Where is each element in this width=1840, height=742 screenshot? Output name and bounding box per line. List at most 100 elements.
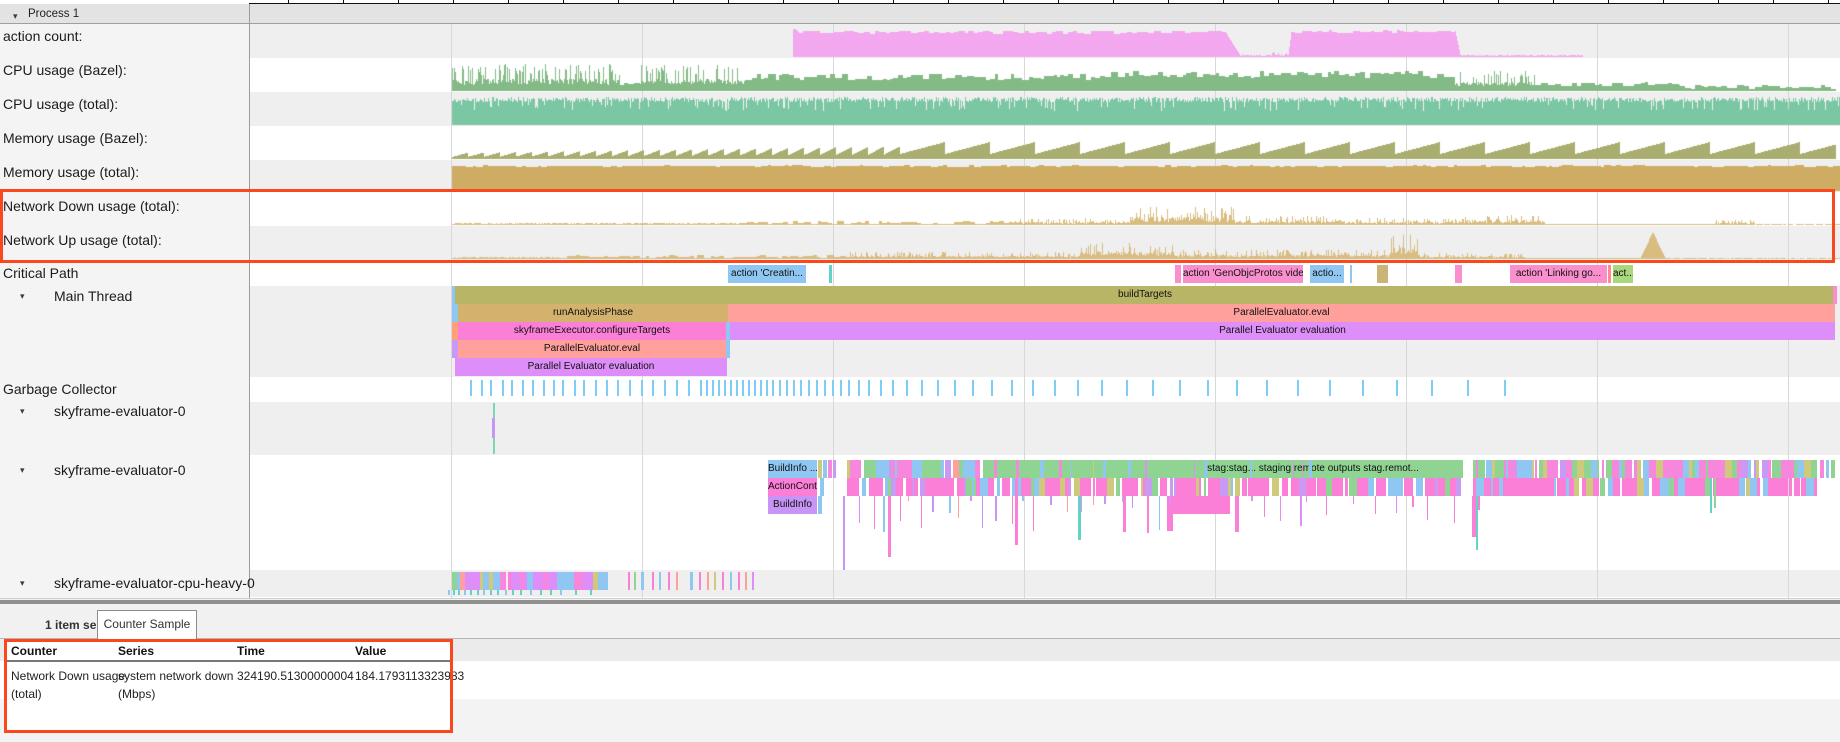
evaluator-slice[interactable] (1776, 460, 1781, 478)
cpu-heavy-subslice[interactable] (540, 590, 542, 595)
evaluator-slice[interactable] (1584, 460, 1591, 478)
cpu-heavy-slice[interactable] (738, 572, 740, 590)
cpu-heavy-subslice[interactable] (470, 590, 472, 595)
evaluator-slice[interactable] (1572, 460, 1577, 478)
gc-event-tick[interactable] (574, 380, 576, 396)
evaluator-slice[interactable] (914, 478, 918, 496)
evaluator-slice[interactable] (1499, 478, 1503, 496)
evaluator-spike[interactable] (995, 496, 997, 521)
evaluator-slice[interactable] (1652, 478, 1656, 496)
evaluator-slice[interactable] (1501, 460, 1504, 478)
evaluator-spike[interactable] (1050, 496, 1052, 505)
main-thread-slice[interactable] (726, 322, 730, 340)
evaluator-slice[interactable] (1100, 478, 1103, 496)
evaluator-slice[interactable] (1306, 478, 1311, 496)
critical-path-slice[interactable]: act... (1613, 265, 1633, 283)
evaluator-slice[interactable] (1069, 478, 1071, 496)
evaluator-slice[interactable] (882, 460, 889, 478)
evaluator-slice[interactable] (1495, 460, 1501, 478)
gc-event-tick[interactable] (583, 380, 585, 396)
evaluator-slice[interactable] (1683, 460, 1689, 478)
gc-event-tick[interactable] (1297, 380, 1299, 396)
evaluator-slice[interactable] (864, 460, 871, 478)
gc-event-tick[interactable] (1236, 380, 1238, 396)
evaluator-slice[interactable] (920, 478, 925, 496)
cpu-heavy-subslice[interactable] (483, 590, 485, 595)
evaluator-slice[interactable] (1379, 478, 1386, 496)
main-thread-slice[interactable]: runAnalysisPhase (458, 304, 728, 322)
evaluator-sliver[interactable] (1092, 460, 1094, 478)
evaluator-slice[interactable] (1554, 478, 1556, 496)
gc-event-tick[interactable] (543, 380, 545, 396)
critical-path-slice[interactable] (1175, 265, 1181, 283)
evaluator-sliver[interactable] (1302, 460, 1304, 478)
evaluator-slice[interactable] (1012, 478, 1015, 496)
evaluator-slice[interactable] (1612, 460, 1619, 478)
evaluator-slice[interactable] (897, 460, 899, 478)
evaluator-slice[interactable] (1491, 478, 1493, 496)
main-thread-slice[interactable] (726, 340, 730, 358)
evaluator-spike[interactable] (1427, 496, 1428, 520)
gc-event-tick[interactable] (532, 380, 534, 396)
evaluator-slice[interactable] (1540, 478, 1547, 496)
gc-event-tick[interactable] (779, 380, 781, 396)
evaluator-slice[interactable] (1637, 478, 1644, 496)
evaluator-slice[interactable] (1103, 478, 1107, 496)
critical-path-slice[interactable]: action 'Linking go... (1510, 265, 1607, 283)
cpu-heavy-slice[interactable] (593, 572, 598, 590)
gc-event-tick[interactable] (766, 380, 768, 396)
table-cell[interactable]: 324190.51300000004 (237, 669, 354, 683)
evaluator-spike[interactable] (1396, 496, 1397, 513)
evaluator-spike[interactable] (1067, 496, 1068, 512)
cpu-heavy-subslice[interactable] (505, 590, 507, 595)
evaluator-slice[interactable] (1353, 478, 1357, 496)
process-header[interactable]: ▾ Process 1 (0, 4, 1840, 24)
evaluator-sliver[interactable] (1040, 460, 1042, 478)
evaluator-slice[interactable] (1026, 478, 1031, 496)
cpu-heavy-slice[interactable] (566, 572, 574, 590)
evaluator-spike[interactable] (1169, 496, 1171, 505)
evaluator-slice[interactable] (1705, 478, 1712, 496)
evaluator-slice[interactable] (1122, 478, 1129, 496)
gc-event-tick[interactable] (868, 380, 870, 396)
cpu-heavy-subslice[interactable] (512, 590, 514, 595)
gc-event-tick[interactable] (712, 380, 714, 396)
cpu-heavy-subslice[interactable] (560, 590, 562, 595)
evaluator-slice[interactable] (1133, 478, 1138, 496)
evaluator-slice[interactable] (1814, 478, 1817, 496)
evaluator-slice[interactable] (1566, 478, 1569, 496)
evaluator-sliver[interactable] (1193, 460, 1195, 478)
evaluator-slice[interactable] (1526, 460, 1532, 478)
evaluator-spike[interactable] (1147, 496, 1149, 533)
evaluator-slice[interactable] (1772, 460, 1776, 478)
evaluator-slice[interactable] (1806, 478, 1809, 496)
evaluator-slice[interactable] (1715, 460, 1720, 478)
evaluator-slice[interactable] (1637, 460, 1641, 478)
evaluator-slice[interactable] (1794, 478, 1800, 496)
evaluator-sliver[interactable] (1203, 460, 1207, 478)
gc-event-tick[interactable] (1207, 380, 1209, 396)
evaluator-slice[interactable] (1680, 460, 1683, 478)
evaluator-slice[interactable] (945, 460, 951, 478)
evaluator-slice[interactable] (934, 478, 940, 496)
evaluator-slice[interactable] (1777, 478, 1784, 496)
evaluator-slice[interactable] (1809, 478, 1814, 496)
evaluator-slice[interactable] (1591, 460, 1597, 478)
evaluator-spike[interactable] (1132, 496, 1133, 508)
cpu-heavy-slice[interactable] (533, 572, 543, 590)
evaluator-slice[interactable] (1831, 460, 1835, 478)
gc-event-tick[interactable] (1266, 380, 1268, 396)
cpu-heavy-slice[interactable] (598, 572, 608, 590)
evaluator-slice[interactable] (1282, 478, 1288, 496)
gc-event-tick[interactable] (832, 380, 834, 396)
evaluator-slice[interactable] (1685, 478, 1690, 496)
evaluator-slice[interactable] (1649, 460, 1656, 478)
evaluator-slice[interactable] (1199, 478, 1201, 496)
evaluator-slice[interactable] (1694, 478, 1697, 496)
cpu-heavy-slice[interactable] (722, 572, 724, 590)
evaluator-slice[interactable] (885, 478, 888, 496)
cpu-heavy-slice[interactable] (553, 572, 557, 590)
gc-event-tick[interactable] (724, 380, 726, 396)
evaluator-slice[interactable] (1754, 460, 1756, 478)
evaluator-slice[interactable] (1311, 478, 1314, 496)
